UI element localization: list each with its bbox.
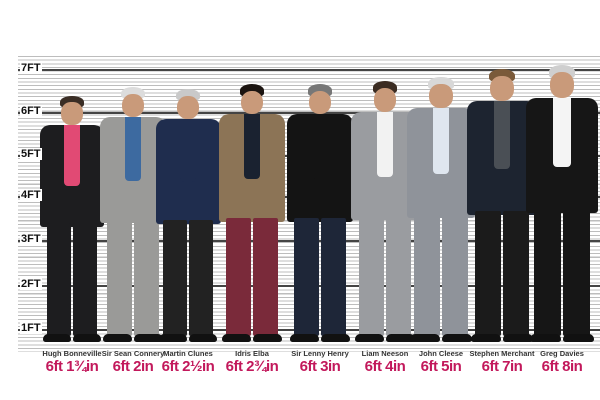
scale-label: 4FT [20, 189, 42, 201]
left-leg [294, 217, 319, 336]
left-leg [358, 216, 384, 336]
right-shoe [253, 334, 282, 342]
left-leg [534, 208, 561, 336]
left-leg [107, 218, 132, 336]
left-shoe [158, 334, 187, 342]
head [490, 75, 514, 102]
right-leg [563, 208, 590, 336]
person-height: 6ft 7in [481, 358, 523, 375]
left-shoe [290, 334, 319, 342]
foot-line [18, 69, 600, 71]
person-height: 6ft 2½in [161, 358, 215, 375]
person-height: 6ft 2in [112, 358, 154, 375]
left-leg [162, 219, 187, 336]
left-shoe [222, 334, 251, 342]
person-name: Greg Davies [540, 349, 584, 358]
right-leg [442, 214, 468, 336]
right-shoe [442, 334, 472, 342]
foot-line [18, 112, 600, 114]
person-name: Idris Elba [235, 349, 269, 358]
person-height: 6ft 2¾in [225, 358, 279, 375]
person-name: Sir Sean Connery [101, 349, 165, 358]
right-shoe [73, 334, 101, 342]
right-shoe [563, 334, 594, 342]
head [549, 72, 575, 98]
left-leg [414, 214, 440, 336]
right-leg [386, 216, 412, 336]
scale-label: 6FT [20, 105, 42, 117]
person-name: Hugh Bonneville [42, 349, 102, 358]
shirt [493, 101, 511, 170]
right-leg [321, 217, 346, 336]
shirt [244, 114, 260, 179]
scale-label: 2FT [20, 278, 42, 290]
right-leg [189, 219, 214, 336]
person-height: 6ft 3in [299, 358, 341, 375]
right-leg [503, 210, 530, 336]
right-shoe [189, 334, 218, 342]
person-name: Stephen Merchant [469, 349, 535, 358]
person-name: Martin Clunes [163, 349, 213, 358]
scale-label: 7FT [20, 62, 42, 74]
person-height: 6ft 1¾in [45, 358, 99, 375]
shirt [553, 97, 571, 167]
scale-label: 1FT [20, 322, 42, 334]
right-shoe [503, 334, 534, 342]
shirt [64, 125, 80, 187]
left-shoe [43, 334, 71, 342]
right-leg [73, 223, 97, 336]
left-leg [226, 217, 251, 336]
person-height: 6ft 5in [420, 358, 462, 375]
right-shoe [134, 334, 163, 342]
shirt [432, 108, 450, 175]
shirt [180, 118, 196, 182]
left-leg [474, 210, 501, 336]
head [61, 102, 83, 126]
right-shoe [386, 334, 416, 342]
head [373, 87, 397, 112]
left-shoe [530, 334, 561, 342]
right-leg [134, 218, 159, 336]
left-shoe [103, 334, 132, 342]
scale-label: 5FT [20, 148, 42, 160]
left-shoe [470, 334, 501, 342]
right-leg [253, 217, 278, 336]
person-height: 6ft 4in [364, 358, 406, 375]
scale-label: 3FT [20, 233, 42, 245]
head [429, 83, 453, 109]
shirt [125, 117, 141, 181]
left-shoe [410, 334, 440, 342]
shirt [312, 114, 328, 179]
person-name: John Cleese [418, 349, 464, 358]
right-shoe [321, 334, 350, 342]
person-name: Sir Lenny Henry [291, 349, 349, 358]
left-leg [47, 223, 71, 336]
head [121, 93, 145, 118]
person-height: 6ft 8in [541, 358, 583, 375]
head [240, 90, 264, 115]
left-shoe [354, 334, 384, 342]
person-name: Liam Neeson [361, 349, 409, 358]
head [177, 95, 199, 119]
head [308, 90, 332, 115]
shirt [376, 111, 394, 177]
